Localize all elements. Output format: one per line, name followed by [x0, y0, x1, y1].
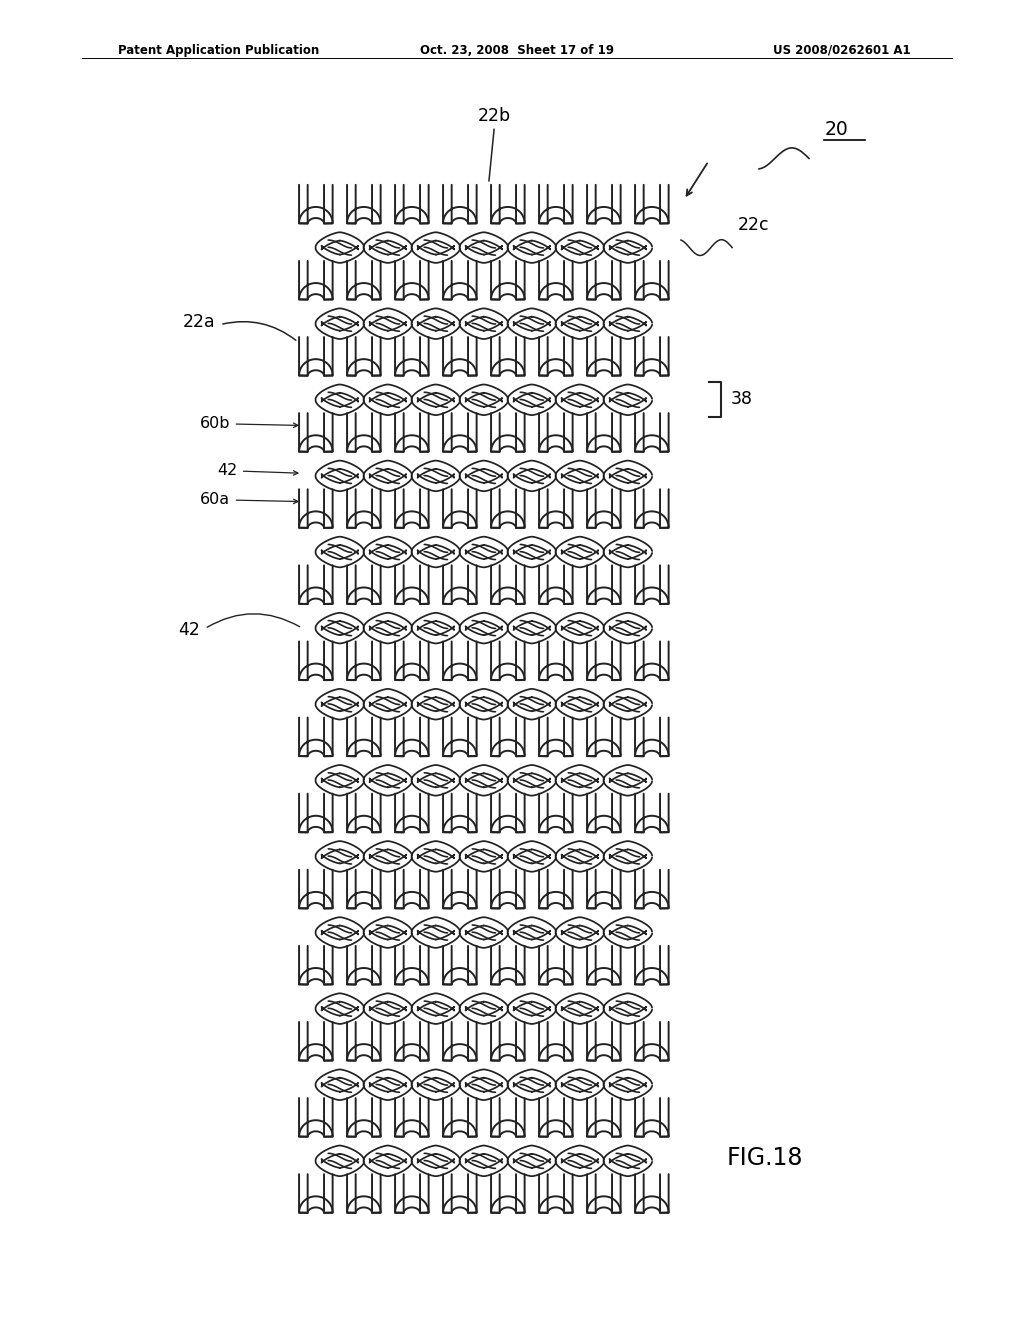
- Text: Oct. 23, 2008  Sheet 17 of 19: Oct. 23, 2008 Sheet 17 of 19: [420, 44, 613, 57]
- Text: US 2008/0262601 A1: US 2008/0262601 A1: [773, 44, 910, 57]
- Text: 20: 20: [824, 120, 848, 139]
- Text: 60a: 60a: [201, 491, 230, 507]
- Text: 22a: 22a: [182, 313, 215, 331]
- Text: FIG.18: FIG.18: [727, 1146, 804, 1170]
- Text: 42: 42: [217, 463, 238, 478]
- Text: 38: 38: [731, 391, 753, 408]
- Text: 22b: 22b: [477, 107, 511, 125]
- Text: 60b: 60b: [200, 416, 230, 430]
- Text: 22c: 22c: [737, 216, 769, 235]
- Text: Patent Application Publication: Patent Application Publication: [118, 44, 319, 57]
- Text: 42: 42: [178, 620, 200, 639]
